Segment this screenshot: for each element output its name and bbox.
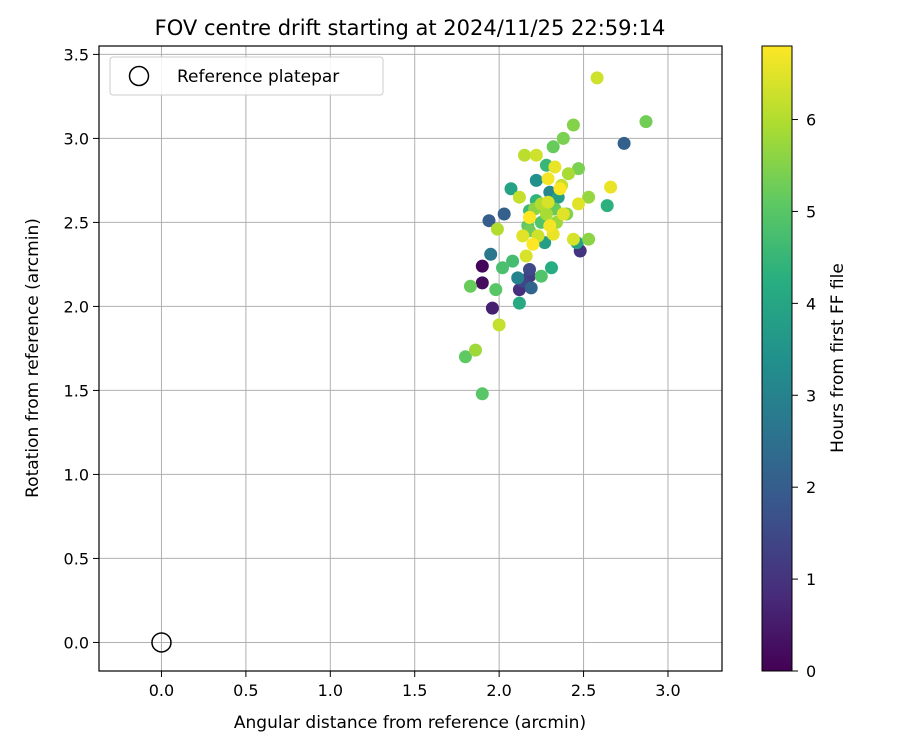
x-tick-label: 2.5	[571, 681, 596, 700]
colorbar-tick-label: 6	[806, 111, 816, 130]
data-point	[539, 207, 553, 221]
data-point	[497, 207, 511, 221]
x-tick-label: 3.0	[655, 681, 680, 700]
data-point	[561, 167, 575, 181]
data-point	[463, 279, 477, 293]
data-point	[506, 254, 520, 268]
data-point	[566, 118, 580, 132]
data-point	[566, 232, 580, 246]
legend-label-reference-platepar: Reference platepar	[177, 67, 339, 87]
y-tick-label: 2.5	[64, 213, 89, 232]
reference-platepar-marker	[151, 632, 172, 653]
data-point	[490, 222, 504, 236]
x-tick-label: 0.5	[233, 681, 258, 700]
x-tick-label: 2.0	[486, 681, 511, 700]
data-point	[475, 259, 489, 273]
y-tick-label: 1.0	[64, 465, 89, 484]
colorbar-ticks: 0 1 2 3 4 5 6	[792, 111, 816, 681]
y-tick-label: 2.0	[64, 297, 89, 316]
data-point	[534, 269, 548, 283]
y-tick-label: 3.5	[64, 45, 89, 64]
plot-frame	[98, 45, 723, 672]
colorbar-label: Hours from first FF file	[828, 263, 848, 453]
y-tick-label: 3.0	[64, 129, 89, 148]
data-point	[541, 172, 555, 186]
data-point	[516, 229, 530, 243]
data-point	[590, 71, 604, 85]
data-point	[582, 232, 596, 246]
x-gridlines	[160, 46, 669, 671]
x-axis-ticks: 0.0 0.5 1.0 1.5 2.0 2.5 3.0	[149, 671, 681, 700]
data-point	[469, 343, 482, 357]
data-point	[484, 247, 498, 261]
x-tick-label: 0.0	[149, 681, 174, 700]
data-point	[541, 195, 555, 209]
data-point	[553, 182, 567, 196]
data-point	[496, 261, 509, 275]
colorbar-gradient	[761, 45, 793, 672]
data-point	[492, 318, 506, 332]
data-point	[475, 387, 489, 401]
data-point	[519, 249, 533, 263]
data-point	[546, 140, 560, 154]
data-point	[523, 263, 536, 276]
colorbar-tick-label: 1	[806, 570, 816, 589]
data-point	[526, 237, 540, 251]
colorbar-tick-label: 0	[806, 662, 816, 681]
y-axis-ticks: 0.0 0.5 1.0 1.5 2.0 2.5 3.0 3.5	[64, 45, 99, 652]
data-point	[639, 115, 653, 129]
data-point	[485, 301, 499, 315]
y-gridlines	[99, 53, 722, 643]
colorbar-tick-label: 2	[806, 478, 816, 497]
data-point	[604, 180, 618, 194]
data-point	[512, 190, 526, 204]
data-point	[529, 173, 543, 187]
data-point	[504, 182, 518, 196]
data-point	[572, 197, 585, 211]
data-point	[475, 276, 489, 290]
data-point	[529, 148, 543, 162]
colorbar: 0 1 2 3 4 5 6 Hours from first FF file	[761, 45, 848, 681]
data-point	[489, 283, 503, 297]
data-points	[458, 71, 653, 401]
legend-hollow-circle-icon	[128, 65, 150, 87]
chart-title: FOV centre drift starting at 2024/11/25 …	[155, 16, 666, 40]
legend: Reference platepar	[109, 56, 384, 96]
y-axis-label: Rotation from reference (arcmin)	[23, 218, 43, 498]
x-axis-label: Angular distance from reference (arcmin)	[234, 713, 586, 733]
legend-box	[109, 56, 384, 96]
data-point	[518, 148, 531, 162]
data-point	[512, 296, 526, 310]
data-point	[458, 350, 472, 364]
data-point	[556, 131, 570, 145]
data-point	[572, 162, 585, 176]
y-tick-label: 0.5	[64, 549, 89, 568]
data-point	[548, 160, 562, 174]
colorbar-tick-label: 3	[806, 386, 816, 405]
x-tick-label: 1.5	[402, 681, 427, 700]
data-point	[617, 136, 631, 150]
y-tick-label: 1.5	[64, 381, 89, 400]
data-point	[511, 271, 525, 285]
data-point	[482, 214, 496, 228]
y-tick-label: 0.0	[64, 633, 89, 652]
data-point	[524, 281, 538, 295]
x-tick-label: 1.0	[318, 681, 343, 700]
colorbar-tick-label: 5	[806, 202, 816, 221]
colorbar-tick-label: 4	[806, 294, 816, 313]
data-point	[582, 190, 596, 204]
data-point	[545, 261, 558, 275]
data-point	[556, 207, 570, 221]
data-point	[523, 210, 536, 224]
data-point	[543, 219, 557, 233]
data-point	[600, 199, 614, 213]
